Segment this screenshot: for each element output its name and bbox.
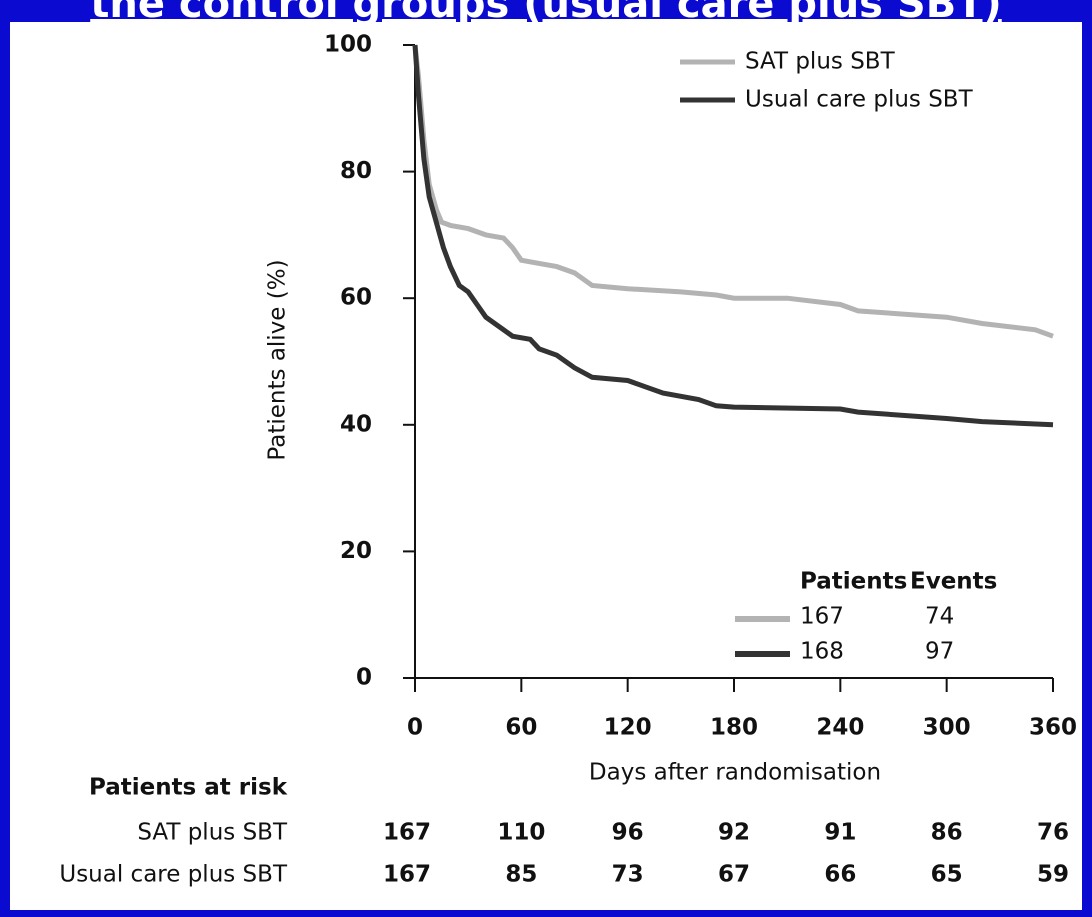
legend-label: Usual care plus SBT (745, 87, 974, 113)
y-tick-label: 0 (356, 665, 372, 691)
legend-label: SAT plus SBT (745, 49, 896, 75)
x-axis-label: Days after randomisation (589, 760, 881, 786)
events-cell: 97 (925, 639, 954, 665)
risk-cell: 96 (612, 820, 644, 846)
risk-cell: 73 (612, 862, 644, 888)
events-header: Patients (800, 569, 907, 595)
risk-cell: 66 (824, 862, 856, 888)
y-tick-label: 60 (340, 285, 372, 311)
x-tick-label: 180 (710, 715, 758, 741)
survival-curve (412, 44, 1054, 428)
events-cell: 168 (800, 639, 844, 665)
panel (10, 22, 1082, 910)
risk-cell: 91 (824, 820, 856, 846)
risk-title: Patients at risk (89, 775, 288, 801)
risk-cell: 59 (1037, 862, 1069, 888)
y-tick-label: 20 (340, 538, 372, 564)
risk-cell: 76 (1037, 820, 1069, 846)
y-tick-label: 80 (340, 158, 372, 184)
events-cell: 167 (800, 604, 844, 630)
events-header: Events (910, 569, 997, 595)
risk-cell: 167 (383, 820, 431, 846)
events-cell: 74 (925, 604, 954, 630)
y-axis-label: Patients alive (%) (265, 259, 291, 460)
risk-cell: 167 (383, 862, 431, 888)
risk-cell: 86 (931, 820, 963, 846)
survival-curve (412, 44, 1054, 339)
x-tick-label: 240 (816, 715, 864, 741)
x-tick-label: 0 (407, 715, 423, 741)
risk-cell: 67 (718, 862, 750, 888)
risk-row-label: SAT plus SBT (137, 820, 288, 846)
risk-row-label: Usual care plus SBT (59, 862, 288, 888)
x-tick-label: 120 (604, 715, 652, 741)
y-tick-label: 40 (340, 411, 372, 437)
risk-cell: 110 (497, 820, 545, 846)
x-tick-label: 300 (923, 715, 971, 741)
risk-cell: 92 (718, 820, 750, 846)
risk-cell: 65 (931, 862, 963, 888)
x-tick-label: 360 (1029, 715, 1077, 741)
x-tick-label: 60 (505, 715, 537, 741)
title: the control groups (usual care plus SBT) (90, 0, 1002, 27)
risk-cell: 85 (505, 862, 537, 888)
y-tick-label: 100 (324, 32, 372, 58)
